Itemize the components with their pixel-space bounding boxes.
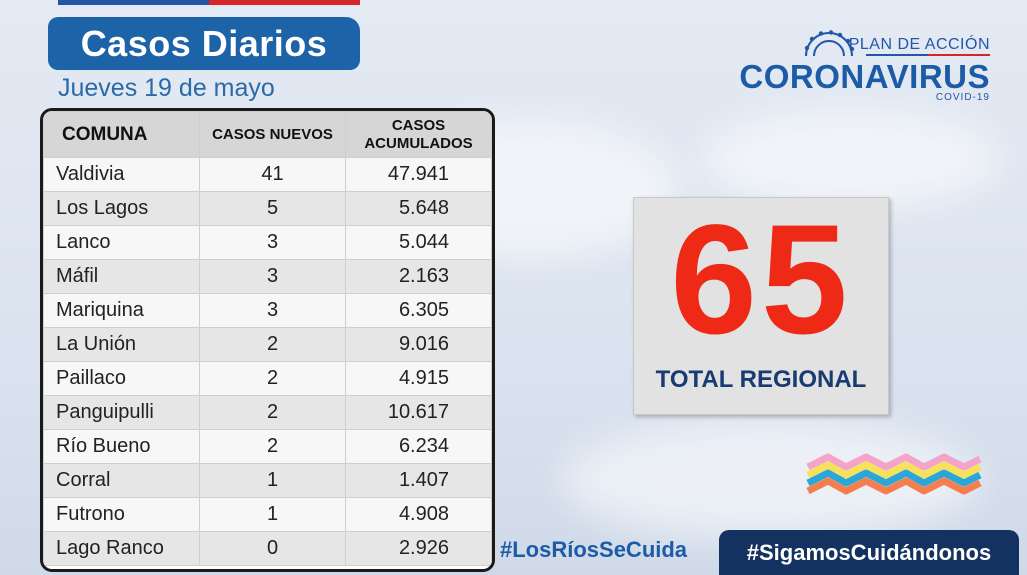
report-date: Jueves 19 de mayo <box>58 74 275 102</box>
cell-comuna: Paillaco <box>43 361 200 396</box>
table-row: Máfil 3 2.163 <box>43 259 492 294</box>
logo-underline <box>866 54 990 56</box>
coronavirus-plan-logo: PLAN DE ACCIÓN CORONAVIRUS COVID-19 <box>739 30 990 105</box>
page-title: Casos Diarios <box>80 22 328 64</box>
table-row: Paillaco 2 4.915 <box>43 361 492 396</box>
cell-comuna: Lanco <box>43 225 200 260</box>
cell-casos-acumulados: 4.908 <box>345 497 492 532</box>
total-regional-value: 65 <box>670 193 852 367</box>
cell-casos-acumulados: 5.044 <box>345 225 492 260</box>
cell-casos-acumulados: 9.016 <box>345 327 492 362</box>
cell-casos-acumulados: 1.407 <box>345 463 492 498</box>
logo-coronavirus-text: CORONAVIRUS <box>739 58 990 95</box>
cell-casos-acumulados: 6.305 <box>345 293 492 328</box>
cell-comuna: Lago Ranco <box>43 531 200 566</box>
table-row: Futrono 1 4.908 <box>43 497 492 532</box>
cell-casos-nuevos: 1 <box>199 463 346 498</box>
header-acum-line1: CASOS <box>391 116 446 134</box>
cell-casos-acumulados: 2.926 <box>345 531 492 566</box>
logo-covid-text: COVID-19 <box>935 92 990 103</box>
table-row: Mariquina 3 6.305 <box>43 293 492 328</box>
total-regional-label: TOTAL REGIONAL <box>655 366 867 393</box>
rainbow-wave-graphic <box>806 453 982 495</box>
cell-casos-nuevos: 1 <box>199 497 346 532</box>
cell-comuna: Corral <box>43 463 200 498</box>
cell-casos-acumulados: 4.915 <box>345 361 492 396</box>
cases-table: COMUNA CASOS NUEVOS CASOS ACUMULADOS Val… <box>40 108 495 572</box>
header-acum-line2: ACUMULADOS <box>364 134 473 152</box>
flag-stripe <box>58 0 360 5</box>
table-row: Lanco 3 5.044 <box>43 225 492 260</box>
virus-icon <box>804 30 855 57</box>
cell-casos-nuevos: 2 <box>199 327 346 362</box>
table-header-row: COMUNA CASOS NUEVOS CASOS ACUMULADOS <box>43 111 492 158</box>
cell-comuna: Panguipulli <box>43 395 200 430</box>
table-row: Los Lagos 5 5.648 <box>43 191 492 226</box>
hashtag-banner: #SigamosCuidándonos <box>719 530 1019 575</box>
hashtag-los-rios: #LosRíosSeCuida <box>500 537 688 562</box>
cell-casos-acumulados: 10.617 <box>345 395 492 430</box>
table-row: Corral 1 1.407 <box>43 463 492 498</box>
table-row: Valdivia 41 47.941 <box>43 157 492 192</box>
cell-casos-nuevos: 0 <box>199 531 346 566</box>
cell-comuna: Los Lagos <box>43 191 200 226</box>
logo-plan-text: PLAN DE ACCIÓN <box>848 36 990 53</box>
cell-casos-acumulados: 47.941 <box>345 157 492 192</box>
cell-casos-nuevos: 2 <box>199 429 346 464</box>
cell-casos-acumulados: 5.648 <box>345 191 492 226</box>
table-row: La Unión 2 9.016 <box>43 327 492 362</box>
cell-comuna: Mariquina <box>43 293 200 328</box>
title-banner: Casos Diarios <box>48 17 360 70</box>
total-regional-card: 65 TOTAL REGIONAL <box>633 197 889 415</box>
header-comuna: COMUNA <box>43 111 200 158</box>
cell-casos-nuevos: 2 <box>199 395 346 430</box>
cell-comuna: Futrono <box>43 497 200 532</box>
table-row: Río Bueno 2 6.234 <box>43 429 492 464</box>
cell-comuna: Máfil <box>43 259 200 294</box>
cell-casos-nuevos: 3 <box>199 259 346 294</box>
header-casos-acumulados: CASOS ACUMULADOS <box>345 111 492 158</box>
hashtag-sigamos: #SigamosCuidándonos <box>746 539 992 565</box>
cell-casos-nuevos: 3 <box>199 293 346 328</box>
cell-casos-acumulados: 6.234 <box>345 429 492 464</box>
cell-comuna: Río Bueno <box>43 429 200 464</box>
cell-casos-nuevos: 41 <box>199 157 346 192</box>
cell-comuna: Valdivia <box>43 157 200 192</box>
background-cloud <box>700 110 1000 210</box>
cell-casos-nuevos: 3 <box>199 225 346 260</box>
table-row: Panguipulli 2 10.617 <box>43 395 492 430</box>
header-casos-nuevos: CASOS NUEVOS <box>199 111 346 158</box>
cell-comuna: La Unión <box>43 327 200 362</box>
table-row: Lago Ranco 0 2.926 <box>43 531 492 566</box>
cell-casos-nuevos: 5 <box>199 191 346 226</box>
cell-casos-acumulados: 2.163 <box>345 259 492 294</box>
cell-casos-nuevos: 2 <box>199 361 346 396</box>
